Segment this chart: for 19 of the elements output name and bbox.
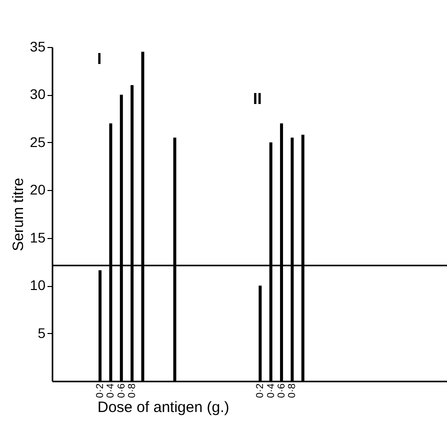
y-tick-label: 5 (38, 324, 46, 341)
x-tick-label: 0·8 (287, 383, 298, 398)
y-axis-title: Serum titre (10, 178, 27, 252)
x-tick-label: 0·8 (127, 383, 138, 398)
x-tick-label: 0·6 (116, 383, 128, 398)
x-tick-label: 0·2 (95, 383, 106, 398)
annotation: II (252, 91, 262, 108)
y-tick-label: 15 (30, 229, 46, 246)
y-tick-label: 25 (30, 134, 46, 150)
y-tick-label: 35 (30, 38, 46, 54)
y-tick-label: 30 (30, 86, 46, 102)
x-axis-title: Dose of antigen (g.) (98, 398, 230, 416)
x-tick-label: 0·6 (276, 383, 288, 398)
annotation: I (97, 51, 102, 68)
y-tick-label: 10 (30, 277, 46, 294)
x-tick-label: 0·4 (266, 383, 277, 398)
y-tick-label: 20 (30, 182, 46, 198)
x-tick-label: 0·2 (255, 383, 266, 398)
x-tick-label: 0·4 (106, 383, 117, 398)
